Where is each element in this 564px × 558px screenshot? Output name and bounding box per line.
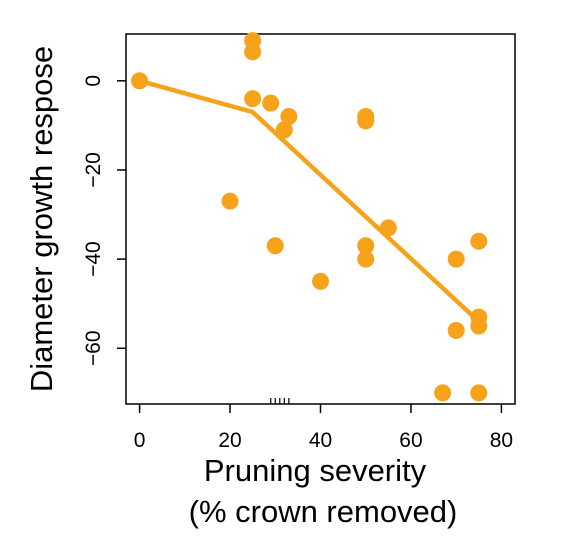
x-tick-label: 20 [218, 429, 241, 452]
plot-frame [125, 33, 516, 405]
x-tick-label: 80 [490, 429, 513, 452]
y-tick-label: −40 [82, 241, 105, 277]
x-tick-label: 0 [134, 429, 146, 452]
y-tick-label: −60 [82, 330, 105, 366]
data-point [470, 384, 488, 402]
y-axis: 0 −20 −40 −60 [82, 75, 126, 366]
fit-line-group [137, 78, 482, 324]
data-point [131, 72, 149, 90]
data-point [266, 237, 284, 255]
data-point [447, 250, 465, 268]
points-group [131, 32, 488, 402]
data-point [470, 232, 488, 250]
x-axis-subtitle: (% crown removed) [189, 494, 458, 529]
data-point [262, 94, 280, 112]
data-point [470, 317, 488, 335]
data-point [357, 112, 375, 130]
data-point [221, 192, 239, 210]
y-tick-label: 0 [82, 75, 105, 87]
fit-line [137, 78, 482, 324]
data-point [275, 121, 293, 139]
x-tick-label: 40 [309, 429, 332, 452]
data-point [280, 107, 298, 125]
data-point [379, 219, 397, 237]
y-tick-label: −20 [82, 152, 105, 188]
x-tick-label: 60 [399, 429, 422, 452]
y-axis-title: Diameter growth respose [24, 46, 59, 392]
x-axis: 0 20 40 60 80 [134, 398, 513, 452]
data-point [312, 272, 329, 290]
x-axis-title: Pruning severity [204, 453, 427, 488]
data-point [447, 321, 465, 339]
data-point [357, 250, 375, 268]
data-point [244, 43, 262, 61]
data-point [434, 384, 452, 402]
data-point [244, 90, 262, 108]
data-point [357, 237, 375, 255]
